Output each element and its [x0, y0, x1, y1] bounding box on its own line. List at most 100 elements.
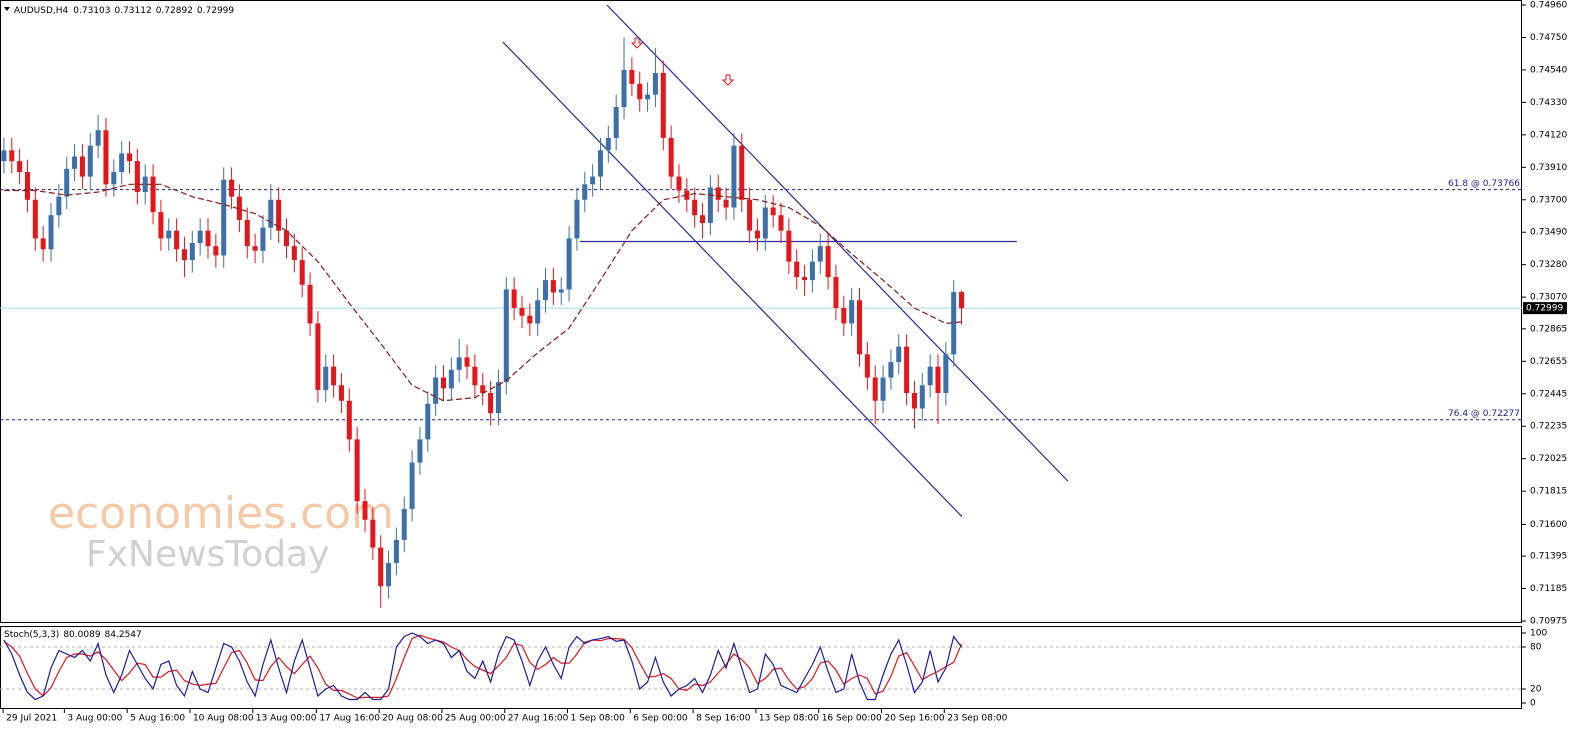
candle-body — [464, 357, 470, 367]
candle-body — [896, 346, 902, 363]
candle-body — [700, 215, 706, 223]
y-tick-label: 0.73280 — [1530, 260, 1567, 270]
candle-body — [393, 539, 399, 564]
candle-body — [802, 277, 808, 281]
candle-body — [778, 215, 784, 231]
y-tick-label: 0 — [1530, 699, 1536, 709]
x-tick-label: 20 Sep 16:00 — [884, 714, 944, 724]
fractal-arrow — [721, 74, 735, 86]
candle-body — [817, 246, 823, 262]
candle-body — [715, 187, 721, 200]
watermark-brand: economies.com — [48, 488, 394, 539]
candle-body — [550, 280, 556, 293]
candle-body — [488, 392, 494, 414]
candle-body — [448, 369, 454, 389]
candle-body — [527, 315, 533, 324]
watermark-sub: FxNewsToday — [86, 534, 329, 575]
header-open: 0.73103 — [73, 6, 110, 16]
symbol: AUDUSD,H4 — [14, 6, 69, 16]
candle-body — [911, 392, 917, 409]
y-tick-label: 0.73070 — [1530, 293, 1567, 303]
candle-body — [338, 385, 344, 401]
candle-body — [590, 176, 596, 185]
candle-body — [1, 150, 7, 162]
candle-body — [79, 156, 85, 177]
stoch-header: Stoch(5,3,3) 80.0089 84.2547 — [4, 630, 142, 640]
candle-body — [558, 289, 564, 293]
candle-body — [24, 171, 30, 200]
x-tick-label: 13 Aug 00:00 — [256, 714, 317, 724]
candle-body — [268, 199, 274, 228]
x-tick-label: 3 Aug 00:00 — [67, 714, 122, 724]
candle-body — [213, 246, 219, 256]
candle-body — [770, 207, 776, 216]
header-close: 0.72999 — [197, 6, 234, 16]
y-tick-label: 80 — [1530, 643, 1542, 653]
y-tick-label: 0.74960 — [1530, 1, 1567, 11]
current-price-tag — [1523, 302, 1567, 315]
candle-body — [299, 260, 305, 285]
y-tick-label: 100 — [1530, 629, 1547, 639]
candle-body — [676, 176, 682, 191]
candle-body — [927, 366, 933, 386]
candle-body — [17, 161, 23, 172]
candle-body — [119, 153, 125, 172]
y-tick-label: 0.73490 — [1530, 228, 1567, 238]
candle-body — [72, 156, 78, 169]
candle-body — [480, 385, 486, 393]
candle-body — [574, 199, 580, 239]
candle-body — [919, 385, 925, 409]
candle-body — [386, 563, 392, 587]
stoch-title: Stoch(5,3,3) — [4, 630, 59, 640]
candle-body — [417, 439, 423, 463]
candle-body — [535, 300, 541, 324]
x-tick-label: 29 Jul 2021 — [6, 714, 57, 724]
candle-body — [880, 377, 886, 401]
candle-body — [283, 230, 290, 247]
candle-body — [323, 366, 329, 390]
header-menu-icon[interactable] — [4, 7, 10, 11]
candle-body — [378, 547, 384, 587]
candle-body — [307, 284, 313, 324]
fib-level-label: 61.8 @ 0.73766 — [1448, 179, 1520, 189]
candle-body — [315, 323, 321, 390]
candle-body — [456, 357, 462, 370]
y-tick-label: 0.70975 — [1530, 617, 1567, 627]
candle-body — [645, 94, 651, 100]
candle-body — [629, 69, 635, 84]
candle-body — [904, 346, 910, 393]
y-tick-label: 0.71395 — [1530, 552, 1567, 562]
candle-body — [794, 261, 800, 278]
candle-body — [189, 243, 195, 261]
candle-body — [32, 199, 38, 239]
candle-body — [354, 439, 360, 502]
candle-body — [723, 199, 729, 208]
candle-body — [841, 307, 847, 324]
candle-body — [833, 277, 839, 308]
x-tick-label: 5 Aug 16:00 — [130, 714, 185, 724]
current-price-label: 0.72999 — [1526, 304, 1563, 314]
candle-body — [621, 69, 627, 108]
candle-body — [244, 219, 250, 247]
candle-body — [754, 230, 760, 239]
y-tick-label: 0.72025 — [1530, 454, 1567, 464]
candle-body — [495, 382, 501, 414]
candle-body — [181, 249, 187, 261]
chart-header: AUDUSD,H4 0.73103 0.73112 0.72892 0.72999 — [14, 6, 234, 16]
candle-body — [856, 300, 863, 355]
candle-body — [56, 196, 62, 216]
y-tick-label: 0.74750 — [1530, 33, 1567, 43]
candle-body — [864, 354, 870, 378]
candle-body — [503, 289, 509, 383]
candle-body — [543, 280, 549, 301]
y-tick-label: 0.74540 — [1530, 65, 1567, 75]
candle-body — [943, 354, 949, 393]
candle-body — [103, 130, 109, 185]
x-tick-label: 27 Aug 16:00 — [508, 714, 569, 724]
candles — [1, 37, 965, 608]
x-tick-label: 13 Sep 08:00 — [759, 714, 819, 724]
candle-body — [440, 377, 447, 389]
fib-level-label: 76.4 @ 0.72277 — [1448, 409, 1520, 419]
candle-body — [401, 508, 407, 540]
